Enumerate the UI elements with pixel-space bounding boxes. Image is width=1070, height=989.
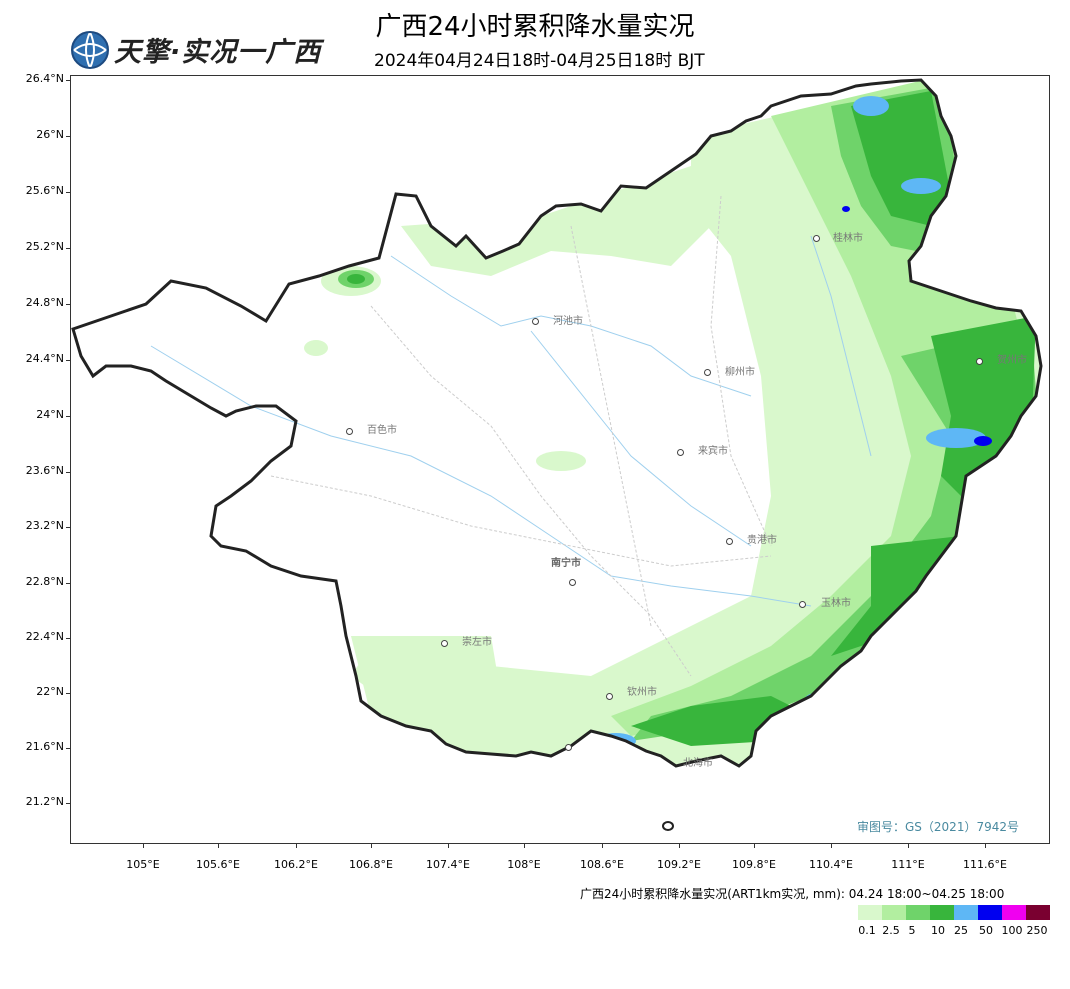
x-tick-label: 108.6°E [580,858,624,871]
legend-swatch [1002,905,1026,920]
city-marker[interactable] [677,449,684,456]
legend-swatch [906,905,930,920]
city-marker[interactable] [813,235,820,242]
legend-label: 100 [1001,924,1023,937]
rivers [150,235,872,607]
city-marker[interactable] [726,538,733,545]
map-frame[interactable]: 桂林市 河池市 柳州市 贺州市 百色市 来宾市 贵港市 南宁市 玉林市 崇左市 … [70,75,1050,844]
x-tick-label: 105°E [126,858,160,871]
globe-icon [71,31,109,69]
x-tick-label: 110.4°E [809,858,853,871]
legend-label: 50 [979,924,993,937]
weizhou-island [662,821,674,831]
city-marker[interactable] [606,693,613,700]
legend-label: 250 [1026,924,1048,937]
city-label: 南宁市 [551,558,581,569]
precipitation-map [71,78,1043,831]
y-tick-label: 25.6°N [25,184,64,197]
city-marker[interactable] [799,601,806,608]
city-label: 玉林市 [821,598,851,609]
y-tick-label: 26.4°N [25,72,64,85]
y-tick-label: 22°N [36,685,64,698]
city-label: 北海市 [683,758,713,769]
x-tick-label: 105.6°E [196,858,240,871]
x-tick-label: 109.8°E [732,858,776,871]
legend-swatch [978,905,1002,920]
logo-text: 天擎·实况一广西 [114,37,322,68]
city-label: 贺州市 [997,355,1027,366]
legend-label: 5 [908,924,916,937]
x-tick-label: 111°E [891,858,925,871]
city-marker[interactable] [346,428,353,435]
legend-label: 2.5 [882,924,900,937]
y-tick-label: 24°N [36,408,64,421]
y-tick-label: 22.8°N [25,575,64,588]
city-marker[interactable] [565,744,572,751]
y-tick-label: 24.4°N [25,352,64,365]
map-title: 广西24小时累积降水量实况 [375,12,695,42]
city-label: 河池市 [553,316,583,327]
legend-colorbar [858,905,1050,920]
y-tick-label: 25.2°N [25,240,64,253]
city-marker[interactable] [569,579,576,586]
city-marker[interactable] [704,369,711,376]
y-tick-label: 23.2°N [25,519,64,532]
y-tick-label: 21.6°N [25,740,64,753]
legend-label: 0.1 [858,924,876,937]
county-borders [270,195,772,677]
x-tick-label: 106.2°E [274,858,318,871]
city-marker[interactable] [441,640,448,647]
city-label: 贵港市 [747,535,777,546]
y-tick-label: 26°N [36,128,64,141]
city-marker[interactable] [976,358,983,365]
city-label: 百色市 [367,425,397,436]
city-marker[interactable] [532,318,539,325]
city-label: 桂林市 [833,233,863,244]
y-tick-label: 21.2°N [25,795,64,808]
legend-labels: 0.1 2.5 5 10 25 50 100 250 [858,924,1058,938]
x-tick-label: 106.8°E [349,858,393,871]
y-tick-label: 23.6°N [25,464,64,477]
city-label: 来宾市 [698,446,728,457]
legend-label: 25 [954,924,968,937]
city-label: 柳州市 [725,367,755,378]
tianqing-logo: 天擎·实况一广西 [68,28,368,72]
x-tick-label: 107.4°E [426,858,470,871]
map-subtitle: 2024年04月24日18时-04月25日18时 BJT [374,51,705,71]
y-tick-label: 22.4°N [25,630,64,643]
x-tick-label: 111.6°E [963,858,1007,871]
legend-swatch [930,905,954,920]
y-tick-label: 24.8°N [25,296,64,309]
legend-swatch [882,905,906,920]
legend-label: 10 [931,924,945,937]
x-tick-label: 109.2°E [657,858,701,871]
x-tick-label: 108°E [507,858,541,871]
legend-swatch [954,905,978,920]
city-label: 钦州市 [627,687,657,698]
legend-swatch [858,905,882,920]
map-approval-number: 审图号：GS（2021）7942号 [857,820,1019,834]
legend-title: 广西24小时累积降水量实况(ART1km实况, mm): 04.24 18:00… [580,887,1005,901]
legend-swatch [1026,905,1050,920]
city-label: 崇左市 [462,637,492,648]
